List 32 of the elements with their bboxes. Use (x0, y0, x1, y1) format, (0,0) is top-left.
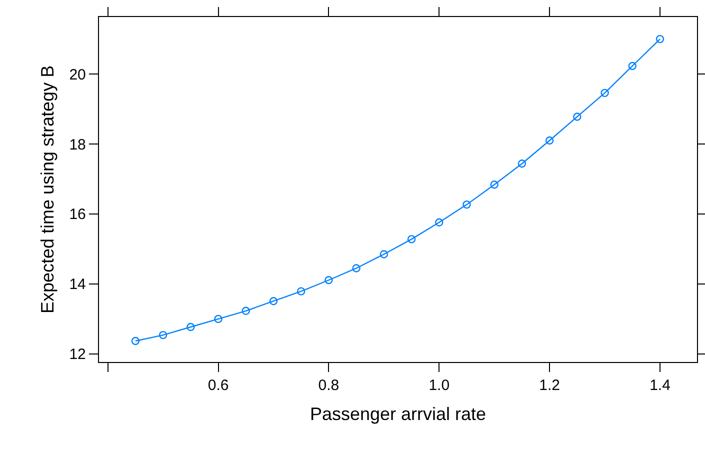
point (656, 34, 664, 44)
point (296, 287, 306, 296)
point (435, 218, 444, 226)
point (269, 297, 278, 306)
point (131, 336, 140, 346)
x-tick-label: 0.6 (208, 377, 229, 394)
x-axis-title: Passenger arrvial rate (310, 404, 486, 424)
point (490, 180, 498, 189)
point (600, 88, 609, 98)
point (407, 235, 416, 244)
point (380, 250, 388, 258)
y-tick-label: 12 (69, 346, 86, 364)
point (628, 62, 636, 70)
point (352, 264, 360, 272)
y-tick-label: 14 (69, 276, 86, 294)
point (186, 322, 195, 332)
x-tick-label: 0.8 (318, 377, 340, 394)
y-tick-label: 16 (69, 206, 86, 224)
x-tick-label: 1.2 (539, 377, 560, 394)
point (158, 330, 168, 340)
point (573, 112, 582, 121)
point (214, 314, 222, 324)
y-tick-label: 20 (69, 66, 86, 84)
point (518, 160, 526, 168)
point (545, 136, 554, 145)
x-tick-label: 1.4 (650, 377, 670, 394)
y-axis-title: Expected time using strategy B (37, 65, 58, 314)
point (462, 200, 471, 209)
point (242, 306, 250, 316)
point (324, 276, 333, 284)
y-tick-label: 18 (69, 136, 86, 154)
x-tick-label: 1.0 (428, 377, 450, 394)
